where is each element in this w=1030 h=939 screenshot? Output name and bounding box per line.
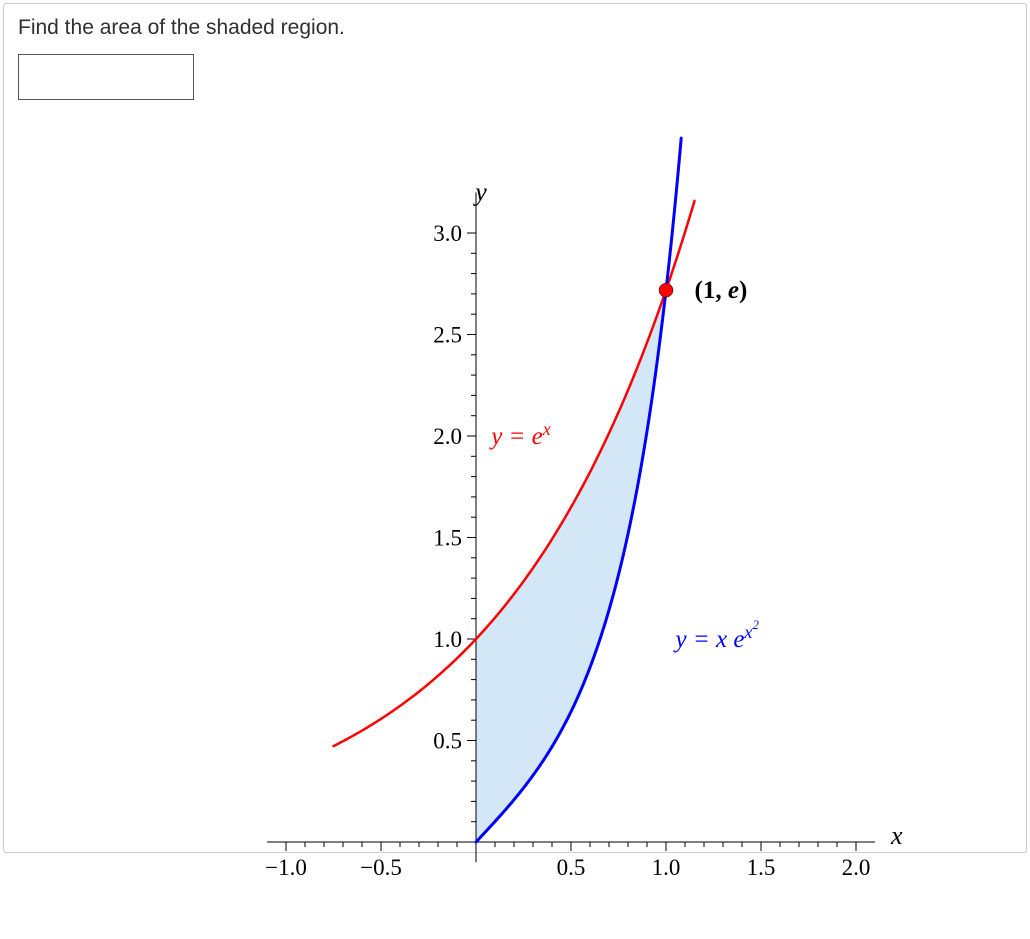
chart-area: −1.0 −0.5 0.5 1.0 1.5 2.0 0.5 1.0 1.5 2.0 2.5 3.0 y x…	[228, 140, 958, 880]
curve-label-exp: y = ex	[488, 419, 551, 450]
x-tick-label: −1.0	[265, 855, 307, 880]
x-axis-label: x	[890, 821, 903, 850]
chart-svg: −1.0 −0.5 0.5 1.0 1.5 2.0 0.5 1.0 1.5 2.0 2.5 3.0 y x…	[228, 140, 958, 880]
y-axis-label: y	[472, 177, 487, 206]
x-tick-label: 1.5	[747, 855, 776, 880]
x-tick-label: −0.5	[360, 855, 402, 880]
question-container: Find the area of the shaded region. −1.0…	[3, 3, 1027, 853]
x-tick-label: 2.0	[842, 855, 871, 880]
y-tick-label: 2.0	[433, 424, 462, 449]
answer-input[interactable]	[18, 54, 194, 100]
y-tick-label: 1.5	[433, 526, 462, 551]
y-tick-label: 0.5	[433, 729, 462, 754]
y-tick-label: 3.0	[433, 221, 462, 246]
curve-label-xexp: y = x ex2	[673, 617, 760, 653]
y-tick-label: 1.0	[433, 627, 462, 652]
x-tick-label: 0.5	[557, 855, 586, 880]
shaded-region	[476, 290, 666, 842]
intersection-dot	[659, 283, 673, 297]
intersection-label: (1, e)	[695, 277, 748, 304]
question-prompt: Find the area of the shaded region.	[18, 16, 1012, 40]
x-tick-label: 1.0	[652, 855, 681, 880]
y-tick-label: 2.5	[433, 323, 462, 348]
